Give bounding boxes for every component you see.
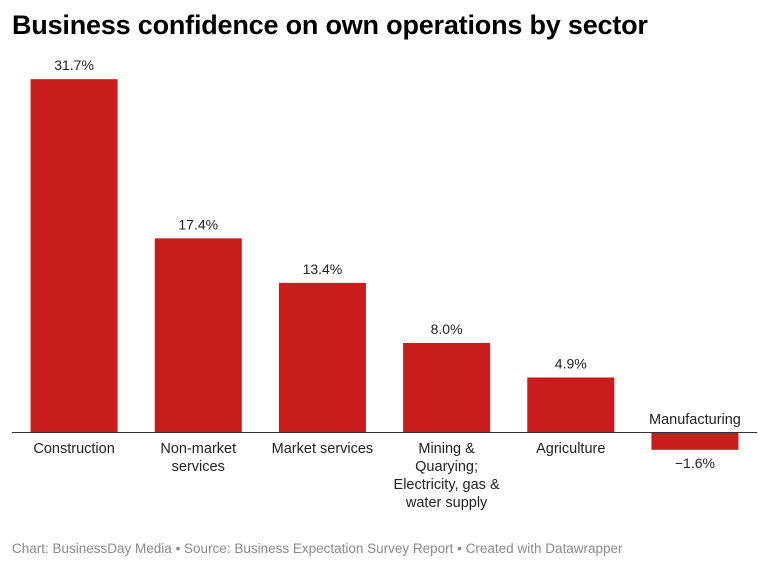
- category-label: water supply: [405, 495, 488, 511]
- category-label: Agriculture: [536, 441, 605, 457]
- chart-footer: Chart: BusinessDay Media • Source: Busin…: [12, 541, 623, 556]
- category-label: Quarying;: [415, 459, 478, 475]
- value-label: 8.0%: [431, 321, 463, 337]
- bar-chart: 31.7% Construction 17.4% Non-market services…: [12, 57, 757, 511]
- value-label: 13.4%: [303, 261, 343, 277]
- bar: [154, 238, 242, 432]
- value-label: 4.9%: [555, 355, 587, 371]
- value-label: 31.7%: [54, 57, 94, 73]
- chart-title: Business confidence on own operations by…: [12, 10, 648, 40]
- bar: [278, 282, 366, 432]
- category-label: Construction: [33, 441, 114, 457]
- bar: [30, 79, 118, 432]
- category-label: services: [172, 459, 225, 475]
- bar: [527, 377, 615, 432]
- value-label: −1.6%: [675, 455, 715, 471]
- value-label: 17.4%: [178, 216, 218, 232]
- category-label: Non-market: [160, 441, 236, 457]
- category-label: Mining &: [418, 441, 475, 457]
- bar: [403, 342, 491, 432]
- bar: [651, 432, 739, 450]
- category-label: Electricity, gas &: [394, 477, 500, 493]
- category-label: Manufacturing: [649, 412, 741, 428]
- category-label: Market services: [272, 441, 374, 457]
